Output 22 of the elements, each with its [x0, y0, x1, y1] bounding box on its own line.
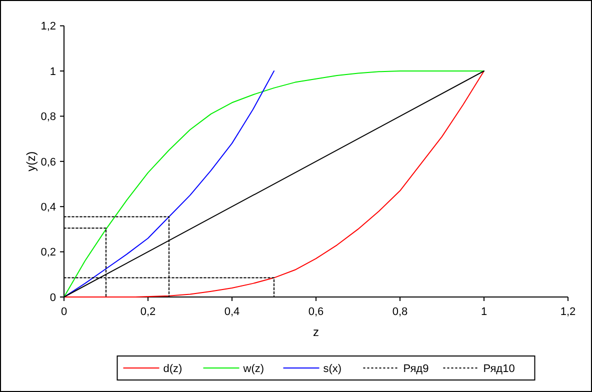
line-series	[64, 70, 274, 298]
legend-label: Ряд10	[483, 362, 515, 375]
x-tick-label: 0,6	[308, 306, 324, 318]
x-tick-label: 0	[60, 306, 68, 318]
legend-label: s(x)	[323, 362, 342, 375]
legend-label: w(z)	[242, 362, 264, 375]
y-tick-label: 0,4	[40, 201, 56, 214]
y-tick-label: 1	[50, 66, 56, 78]
y-tick-label: 0,2	[40, 246, 56, 259]
x-tick-label: 0,8	[392, 306, 408, 318]
y-tick-label: 0,8	[40, 111, 56, 124]
x-tick-label: 0,2	[140, 306, 156, 318]
legend-label: d(z)	[163, 362, 182, 375]
y-tick-label: 0,6	[40, 156, 56, 168]
y-tick-label: 0	[50, 292, 56, 304]
x-tick-label: 1	[480, 306, 488, 318]
y-tick-label: 1,2	[40, 20, 56, 33]
x-tick-label: 0,4	[224, 306, 240, 318]
x-tick-label: 1,2	[560, 306, 576, 318]
y-axis-title: y(z)	[24, 151, 38, 172]
x-axis-title: z	[313, 325, 319, 339]
legend-label: Ряд9	[403, 362, 429, 375]
